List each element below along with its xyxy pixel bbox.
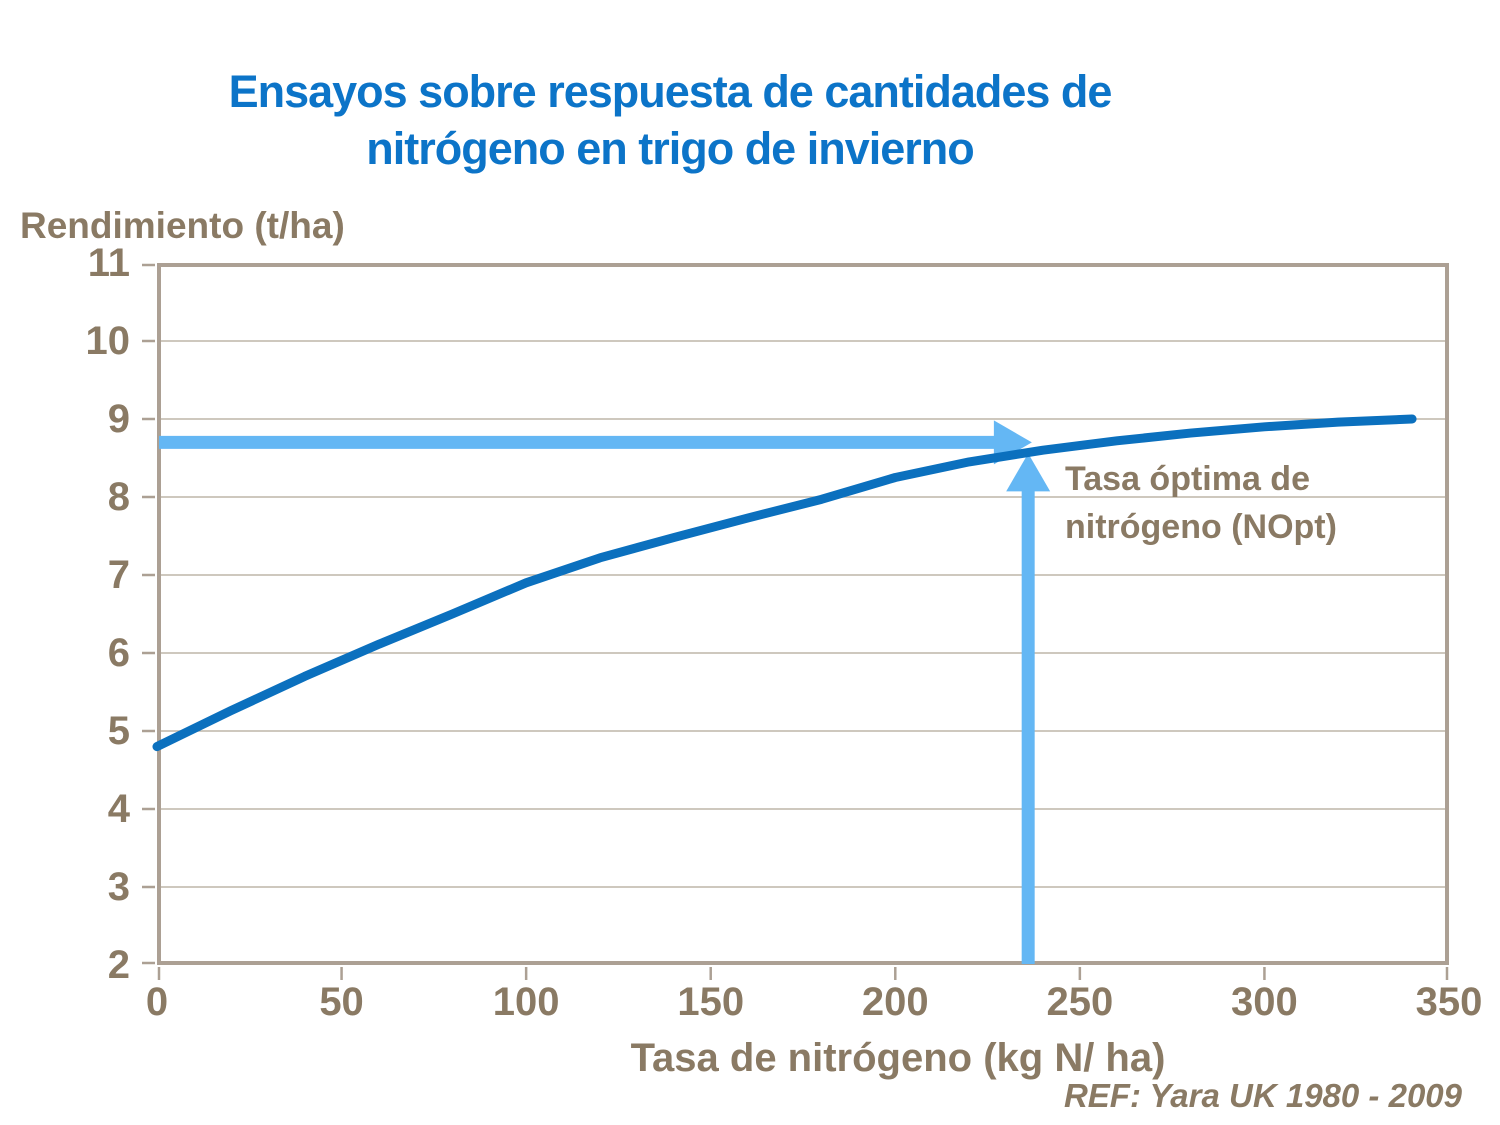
y-tick-label: 4 bbox=[107, 787, 130, 831]
plot-area: Tasa óptima de nitrógeno (NOpt) 2 3 4 5 6 7 8 9… bbox=[86, 241, 1483, 1024]
optimum-annotation-line1: Tasa óptima de bbox=[1065, 460, 1310, 498]
chart-title-line1: Ensayos sobre respuesta de cantidades de bbox=[228, 66, 1113, 117]
y-tick-label: 7 bbox=[107, 553, 130, 597]
nitrogen-response-chart bbox=[142, 263, 1449, 980]
chart-title: Ensayos sobre respuesta de cantidades de… bbox=[120, 63, 1220, 177]
y-tick-label: 10 bbox=[85, 319, 131, 363]
x-tick-label: 350 bbox=[1415, 980, 1483, 1024]
x-tick-label: 250 bbox=[1046, 980, 1114, 1024]
optimum-rate-arrowhead bbox=[1006, 453, 1051, 492]
y-tick-label: 6 bbox=[107, 631, 130, 675]
plot-border bbox=[157, 263, 1449, 965]
y-tick-label: 2 bbox=[107, 943, 130, 987]
y-tick-label: 8 bbox=[107, 475, 130, 519]
x-tick-label: 100 bbox=[492, 980, 560, 1024]
chart-title-line2: nitrógeno en trigo de invierno bbox=[366, 123, 975, 174]
y-tick-label: 9 bbox=[107, 397, 130, 441]
y-axis-title: Rendimiento (t/ha) bbox=[20, 205, 345, 246]
y-tick-label: 11 bbox=[87, 241, 130, 285]
y-tick-label: 3 bbox=[107, 865, 130, 909]
y-tick-label: 5 bbox=[107, 709, 130, 753]
x-tick-label: 150 bbox=[677, 980, 745, 1024]
x-axis-title: Tasa de nitrógeno (kg N/ ha) bbox=[630, 1036, 1166, 1080]
reference-text: REF: Yara UK 1980 - 2009 bbox=[1063, 1077, 1462, 1114]
optimum-annotation-line2: nitrógeno (NOpt) bbox=[1065, 508, 1337, 546]
x-tick-label: 200 bbox=[861, 980, 929, 1024]
x-tick-label: 300 bbox=[1231, 980, 1298, 1024]
x-tick-label: 0 bbox=[145, 980, 169, 1024]
response-curve bbox=[152, 414, 1417, 752]
x-tick-label: 50 bbox=[319, 980, 364, 1024]
optimum-annotation: Tasa óptima de nitrógeno (NOpt) bbox=[1065, 455, 1337, 551]
